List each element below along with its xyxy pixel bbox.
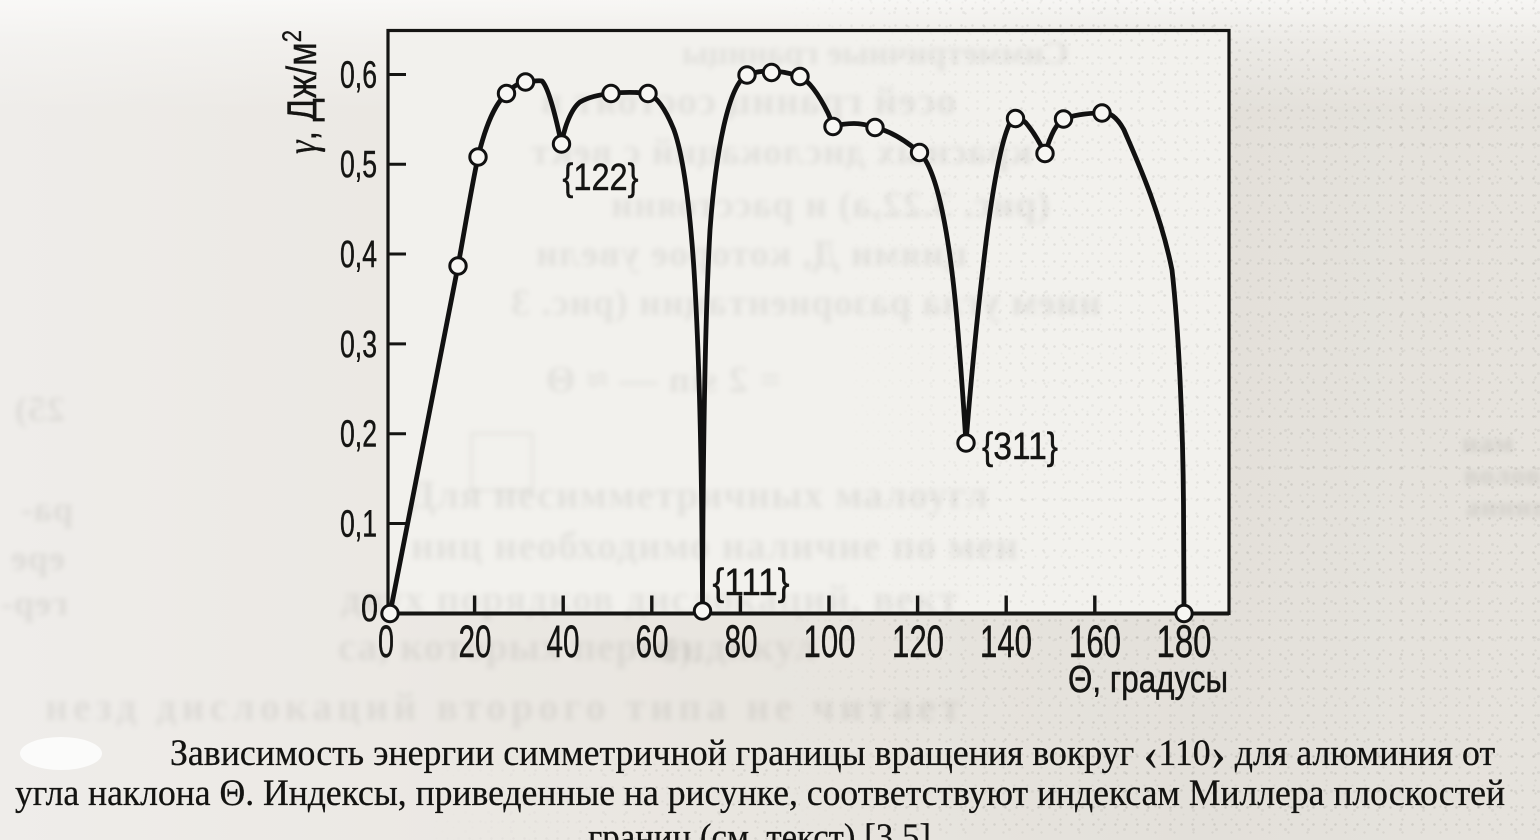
svg-text:0,3: 0,3	[340, 324, 377, 366]
svg-text:80: 80	[725, 616, 758, 667]
svg-text:{122}: {122}	[563, 157, 639, 199]
svg-text:Θ, градусы: Θ, градусы	[1068, 659, 1228, 701]
svg-text:{311}: {311}	[982, 426, 1058, 468]
svg-text:0: 0	[361, 588, 378, 630]
svg-text:60: 60	[636, 616, 669, 667]
svg-text:140: 140	[980, 616, 1032, 667]
svg-text:{111}: {111}	[713, 562, 790, 604]
svg-text:20: 20	[459, 616, 492, 667]
svg-text:100: 100	[804, 616, 856, 667]
svg-text:γ, Дж/м2: γ, Дж/м2	[277, 30, 326, 154]
svg-text:0,2: 0,2	[340, 414, 377, 456]
svg-text:0: 0	[378, 616, 394, 667]
svg-text:0,1: 0,1	[340, 504, 377, 546]
svg-text:40: 40	[547, 616, 580, 667]
svg-text:0,4: 0,4	[340, 234, 377, 276]
svg-text:180: 180	[1157, 616, 1212, 667]
svg-text:0,5: 0,5	[340, 144, 377, 186]
svg-text:120: 120	[892, 616, 944, 667]
svg-text:160: 160	[1069, 616, 1121, 667]
svg-text:0,6: 0,6	[340, 55, 377, 97]
